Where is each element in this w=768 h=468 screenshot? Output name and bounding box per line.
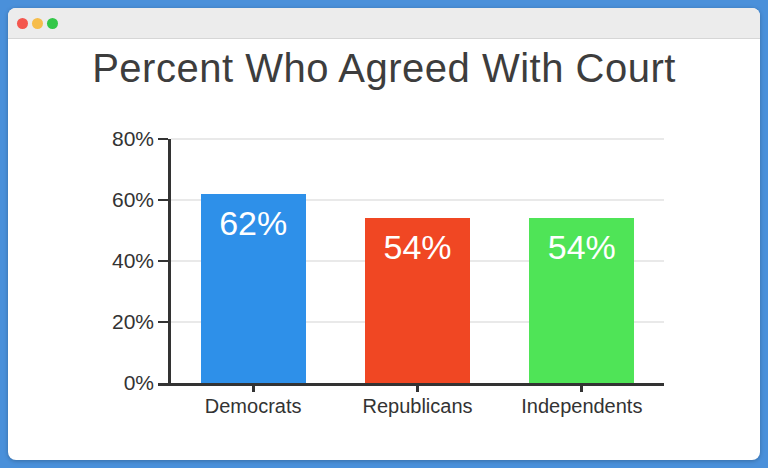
x-tick-label-democrats: Democrats: [173, 395, 333, 418]
bar-independents: 54%: [529, 218, 634, 383]
desktop-background: { "window": { "frame_color": "#4a90da", …: [0, 0, 768, 468]
gridline-80: [171, 138, 664, 140]
bar-democrats: 62%: [201, 194, 306, 383]
x-axis-tick: [580, 386, 583, 392]
chart-title: Percent Who Agreed With Court: [8, 46, 760, 91]
x-tick-label-independents: Independents: [502, 395, 662, 418]
x-tick-label-republicans: Republicans: [338, 395, 498, 418]
y-tick-label: 60%: [94, 188, 154, 212]
zoom-button[interactable]: [47, 18, 58, 29]
browser-window: Percent Who Agreed With Court 0%20%40%60…: [8, 8, 760, 460]
y-tick-label: 80%: [94, 127, 154, 151]
close-button[interactable]: [17, 18, 28, 29]
y-axis-tick: [158, 138, 168, 140]
y-axis-tick: [158, 260, 168, 262]
x-axis-tick: [252, 386, 255, 392]
y-tick-label: 0%: [94, 371, 154, 395]
minimize-button[interactable]: [32, 18, 43, 29]
y-axis-tick: [158, 321, 168, 323]
window-titlebar: [8, 8, 760, 39]
y-tick-label: 20%: [94, 310, 154, 334]
bar-value-label: 54%: [365, 228, 470, 267]
x-axis-tick: [416, 386, 419, 392]
bar-value-label: 62%: [201, 204, 306, 243]
bar-value-label: 54%: [529, 228, 634, 267]
y-tick-label: 40%: [94, 249, 154, 273]
y-axis-tick: [158, 199, 168, 201]
bar-chart-plot-area: 0%20%40%60%80%62%Democrats54%Republicans…: [168, 139, 664, 383]
bar-republicans: 54%: [365, 218, 470, 383]
x-axis-line: [158, 383, 664, 386]
